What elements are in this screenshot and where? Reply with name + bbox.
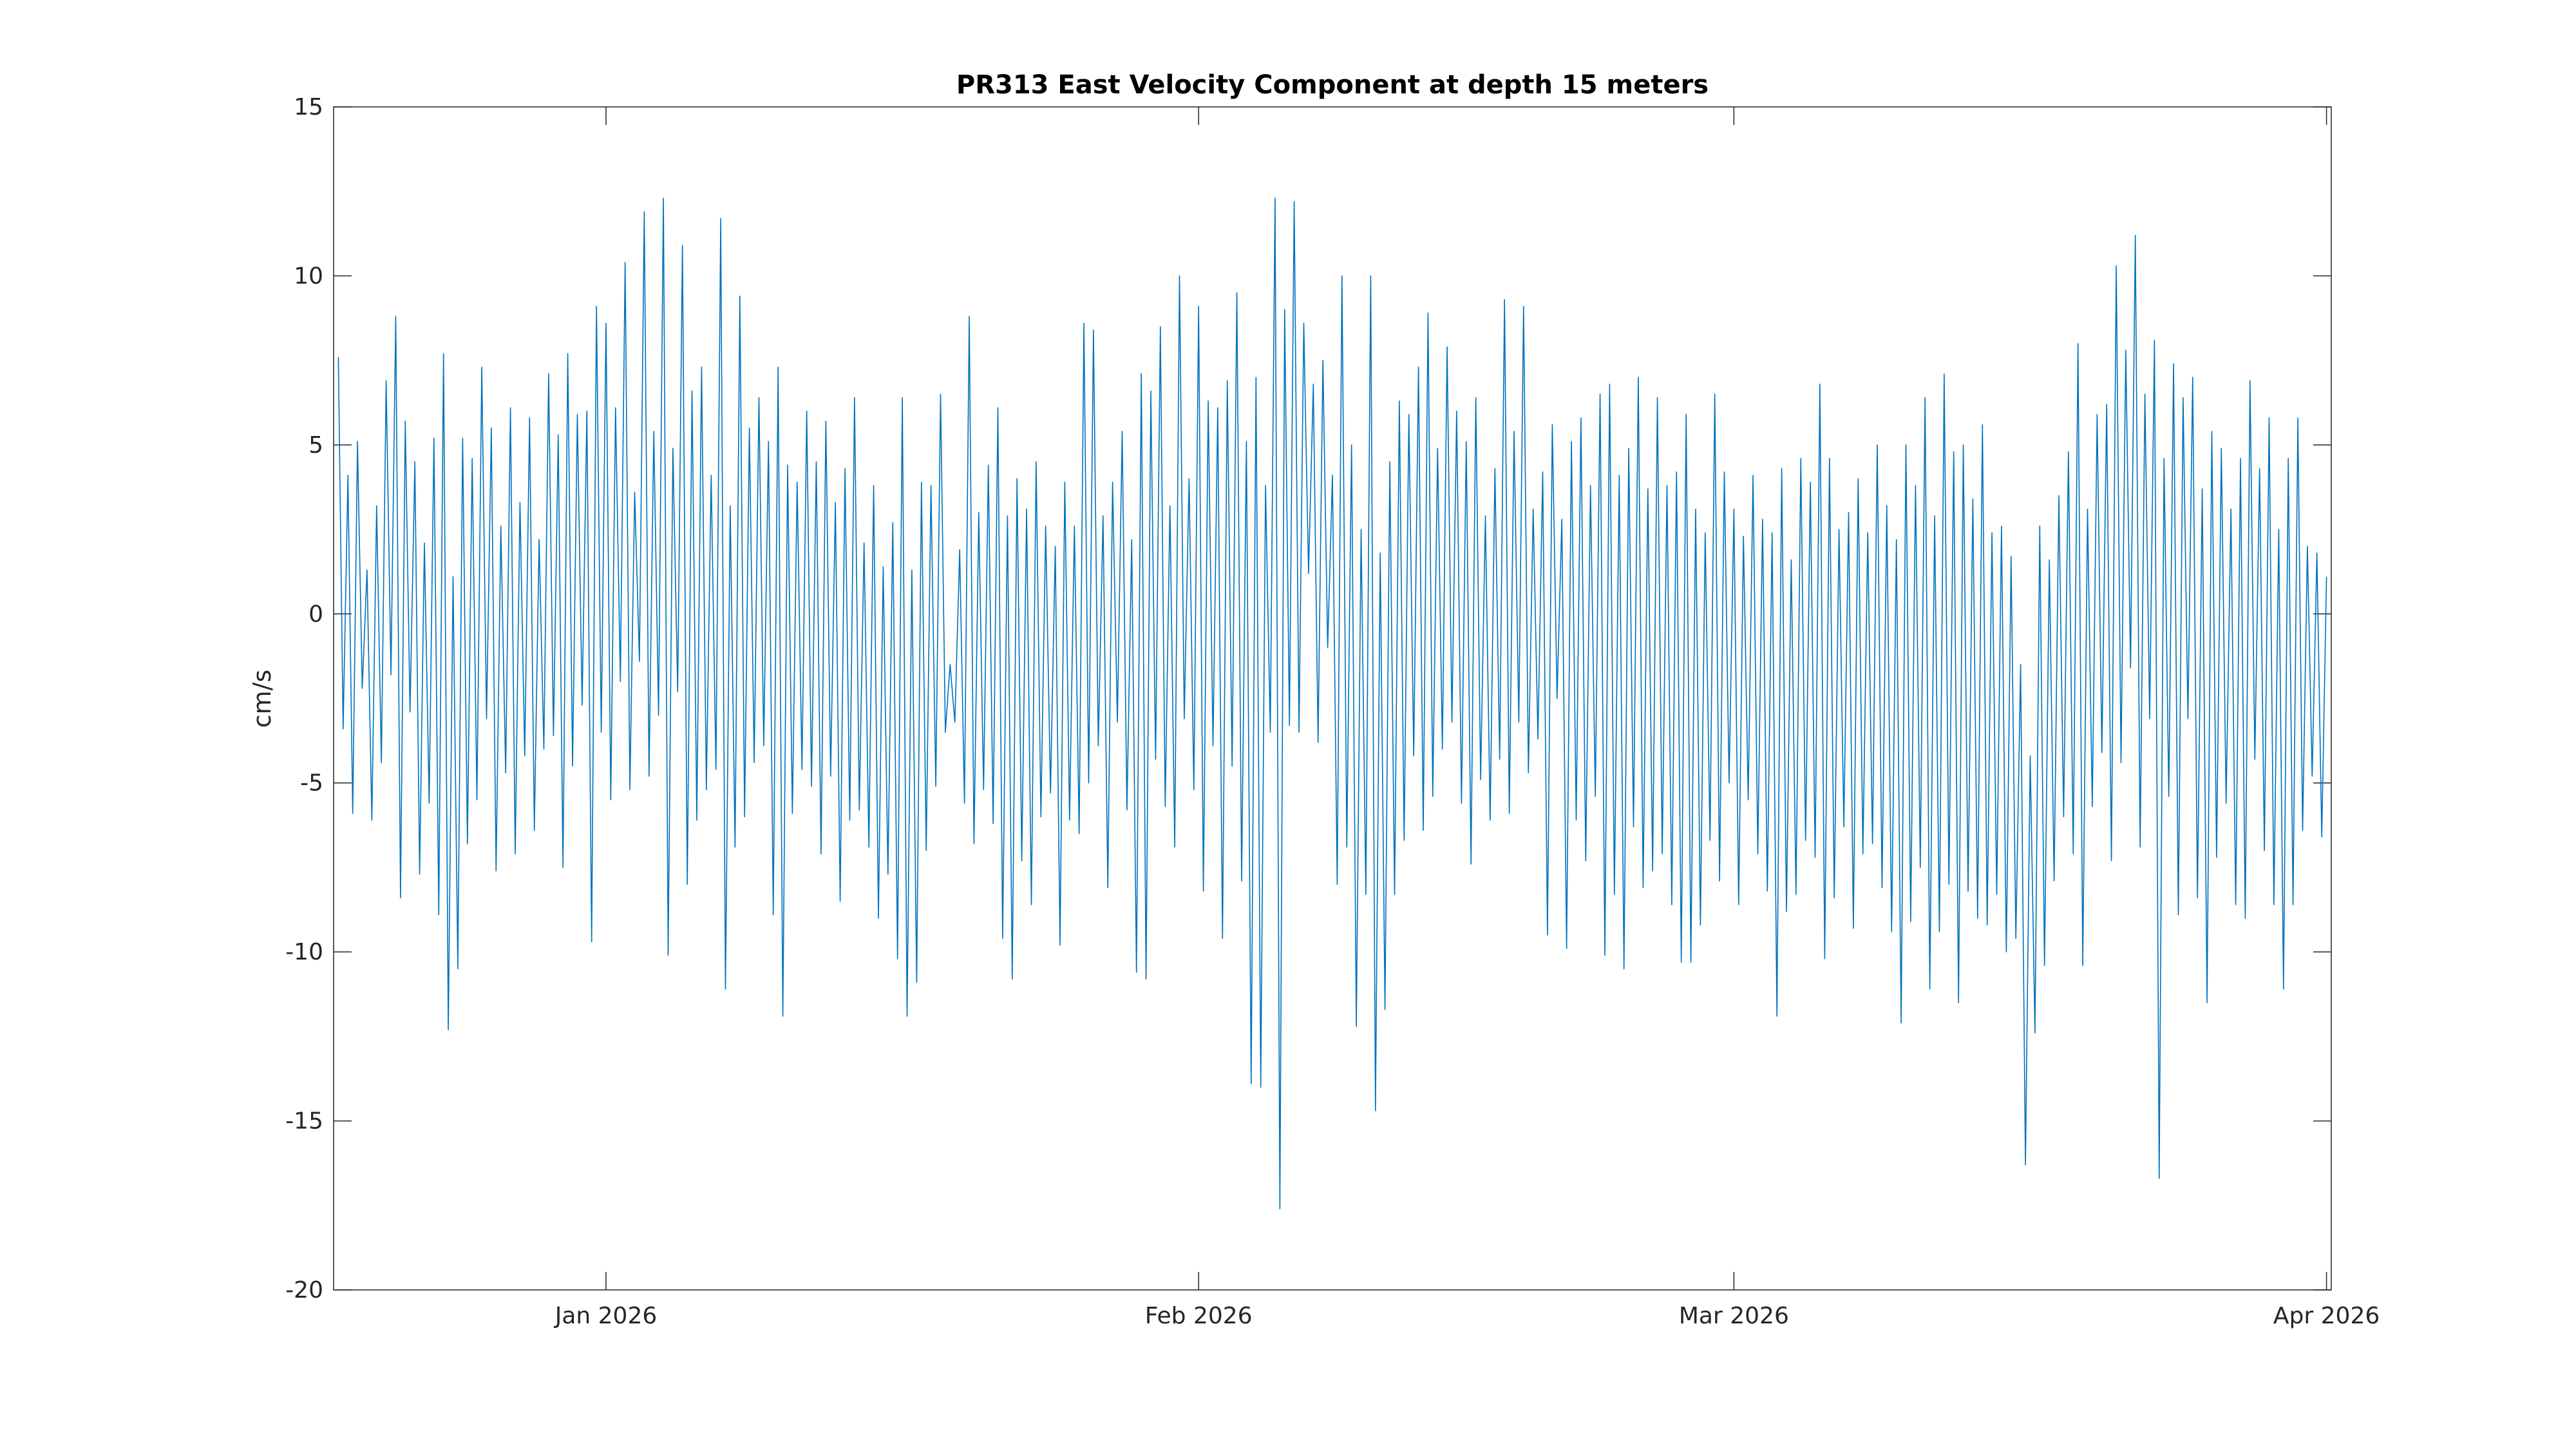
axes-ticks: -20 -15 -10 -5 0 5 10 15 Jan 2026 Feb 2026 Mar 202… xyxy=(285,94,2380,1329)
y-tick-label: -5 xyxy=(300,770,323,797)
chart-title: PR313 East Velocity Component at depth 1… xyxy=(956,70,1709,100)
y-tick-label: -10 xyxy=(285,939,323,965)
x-tick-label: Jan 2026 xyxy=(554,1303,658,1329)
y-tick-label: -20 xyxy=(285,1277,323,1303)
x-tick-label: Apr 2026 xyxy=(2273,1303,2380,1329)
y-tick-label: 5 xyxy=(308,432,323,459)
x-tick-label: Feb 2026 xyxy=(1145,1303,1253,1329)
x-tick-label: Mar 2026 xyxy=(1679,1303,1789,1329)
series-line xyxy=(337,197,2327,1209)
y-tick-label: -15 xyxy=(285,1108,323,1135)
y-axis-label: cm/s xyxy=(248,670,276,728)
y-tick-label: 10 xyxy=(294,263,323,289)
y-tick-label: 15 xyxy=(294,94,323,120)
axes-box xyxy=(333,106,2332,1291)
y-tick-label: 0 xyxy=(308,601,323,627)
